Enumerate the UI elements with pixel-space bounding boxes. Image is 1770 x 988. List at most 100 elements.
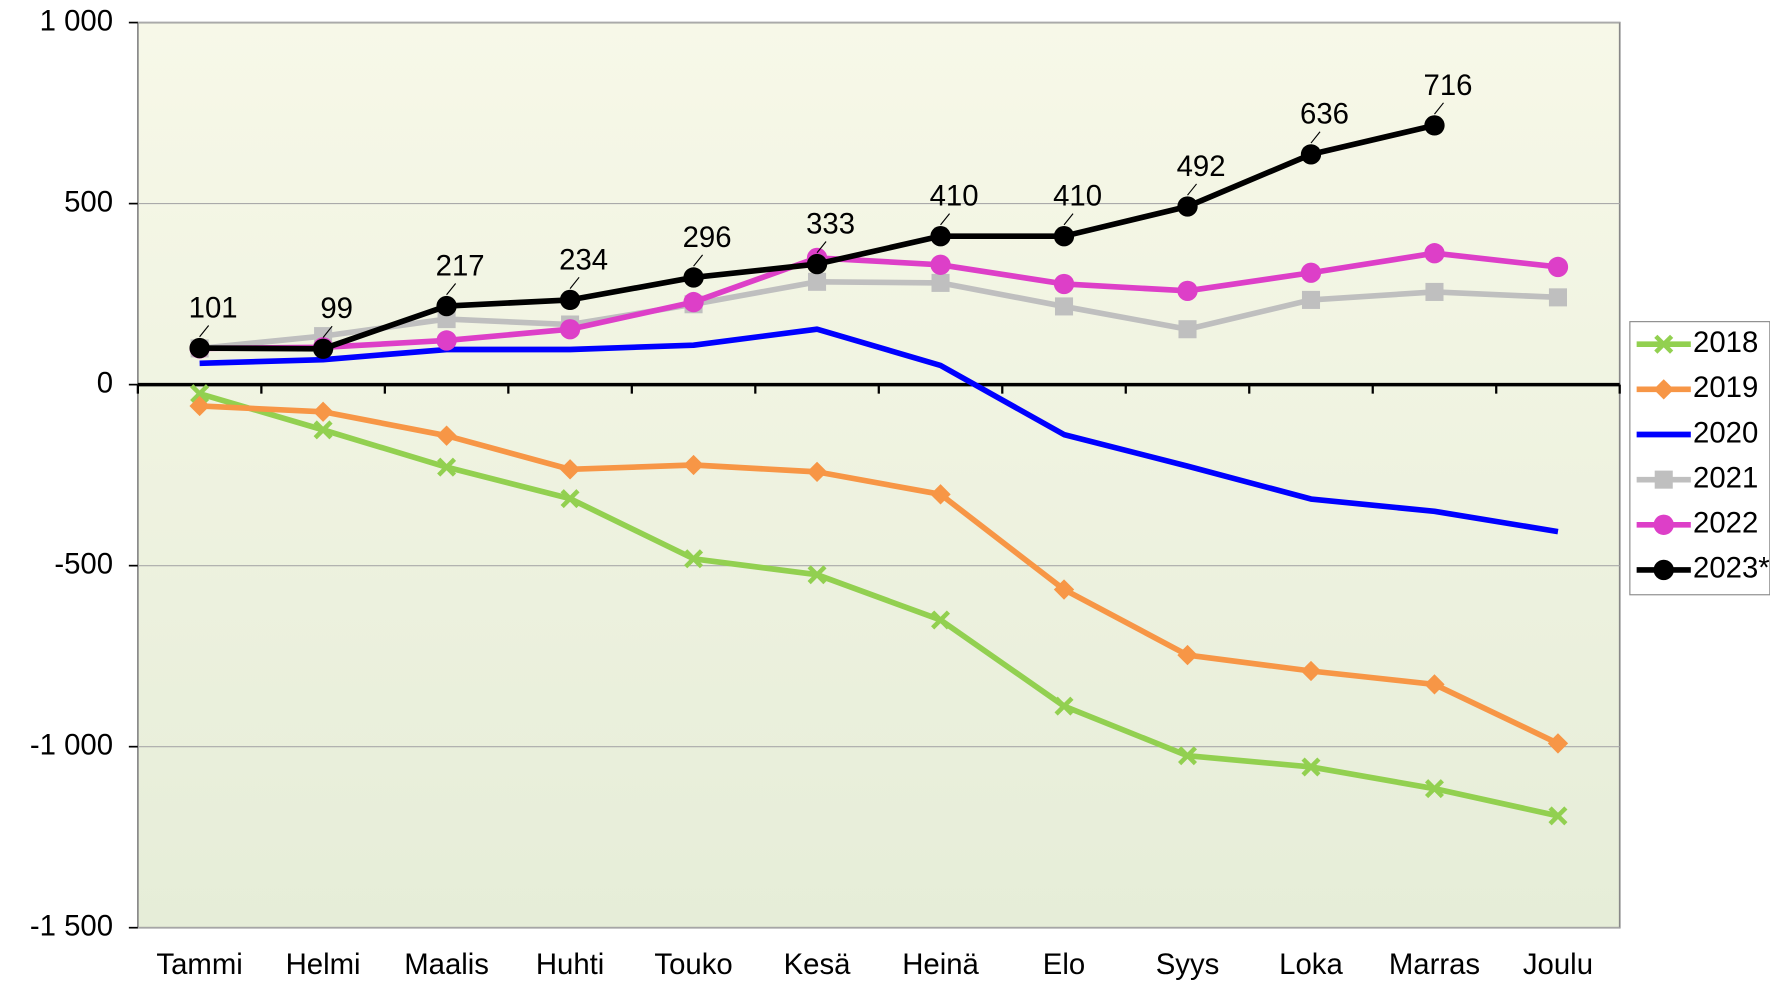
data-label: 217 — [436, 249, 485, 282]
y-tick-label: 1 000 — [40, 4, 113, 37]
data-label: 636 — [1300, 98, 1349, 131]
x-tick-label: Kesä — [784, 948, 852, 981]
label-leader — [1310, 131, 1321, 144]
data-label: 410 — [930, 180, 979, 213]
point-marker — [1547, 733, 1569, 754]
legend-marker — [1653, 514, 1674, 535]
point-marker — [189, 337, 210, 359]
point-marker — [1053, 273, 1075, 295]
y-tick-label: -500 — [54, 547, 113, 580]
legend-label: 2019 — [1693, 371, 1758, 404]
x-tick-label: Syys — [1156, 948, 1220, 981]
point-marker — [1054, 696, 1074, 716]
point-marker — [436, 425, 457, 446]
point-marker — [559, 319, 581, 340]
point-marker — [1300, 262, 1322, 283]
legend-label: 2022 — [1693, 507, 1758, 540]
point-marker — [1054, 297, 1074, 316]
point-marker — [560, 489, 580, 509]
point-marker — [1425, 282, 1444, 301]
point-marker — [807, 565, 827, 585]
point-marker — [684, 549, 704, 569]
point-marker — [436, 295, 457, 317]
label-leader — [1063, 213, 1074, 226]
data-label: 296 — [683, 221, 732, 254]
legend-label: 2020 — [1693, 416, 1758, 449]
x-tick-label: Elo — [1043, 948, 1085, 981]
point-marker — [1424, 779, 1444, 799]
point-marker — [313, 420, 333, 440]
point-marker — [1301, 757, 1321, 777]
x-tick-label: Loka — [1279, 948, 1343, 981]
label-leader — [1434, 102, 1444, 115]
point-marker — [1178, 746, 1198, 766]
point-marker — [559, 289, 581, 311]
point-marker — [436, 330, 457, 351]
label-leader — [940, 213, 951, 226]
x-tick-label: Tammi — [156, 948, 242, 981]
x-tick-label: Marras — [1389, 948, 1480, 981]
point-marker — [312, 338, 334, 359]
series-line — [199, 403, 1560, 746]
label-leader — [1187, 183, 1197, 196]
point-marker — [1301, 290, 1321, 309]
label-leader — [693, 254, 704, 267]
point-marker — [1424, 243, 1445, 264]
data-label: 333 — [806, 207, 855, 240]
y-tick-label: 0 — [97, 366, 113, 399]
series-line — [198, 390, 1559, 819]
point-marker — [808, 272, 827, 291]
y-tick-label: -1 000 — [30, 728, 113, 761]
point-marker — [1177, 196, 1198, 217]
point-marker — [931, 273, 950, 292]
legend-label: 2021 — [1693, 461, 1758, 494]
legend-marker — [1654, 334, 1674, 354]
data-label: 99 — [320, 292, 353, 325]
point-marker — [190, 384, 210, 404]
x-tick-label: Heinä — [902, 948, 979, 981]
point-marker — [1548, 806, 1568, 826]
series-line — [199, 250, 1559, 352]
point-marker — [1178, 320, 1197, 339]
point-marker — [1548, 288, 1567, 307]
series-line — [199, 278, 1559, 352]
label-leader — [199, 325, 210, 338]
point-marker — [683, 267, 704, 288]
point-marker — [930, 254, 951, 275]
point-marker — [1424, 115, 1445, 136]
legend-marker — [1653, 559, 1674, 581]
point-marker — [930, 226, 951, 247]
data-label: 101 — [189, 291, 238, 324]
point-marker — [931, 610, 951, 630]
data-label: 234 — [559, 243, 608, 276]
x-tick-label: Joulu — [1523, 948, 1593, 981]
point-marker — [1300, 144, 1322, 165]
x-tick-label: Helmi — [286, 948, 361, 981]
point-marker — [1177, 644, 1198, 666]
point-marker — [806, 253, 828, 275]
label-leader — [322, 325, 333, 338]
point-marker — [189, 395, 210, 417]
legend-label: 2023* — [1693, 552, 1770, 585]
label-leader — [816, 241, 827, 254]
legend-marker — [1654, 470, 1673, 489]
x-tick-label: Huhti — [536, 948, 604, 981]
plot-area — [137, 21, 1621, 929]
label-leader — [569, 276, 580, 289]
legend-box — [1629, 321, 1770, 596]
data-label: 716 — [1424, 69, 1473, 102]
x-tick-label: Touko — [654, 948, 732, 981]
point-marker — [1547, 256, 1569, 278]
x-tick-label: Maalis — [404, 948, 489, 981]
point-marker — [312, 401, 334, 422]
point-marker — [683, 291, 704, 313]
label-leader — [446, 283, 457, 296]
point-marker — [1053, 226, 1075, 247]
point-marker — [1424, 674, 1445, 695]
data-label: 492 — [1177, 150, 1226, 183]
y-tick-label: -1 500 — [30, 909, 113, 942]
point-marker — [1177, 280, 1198, 302]
y-tick-label: 500 — [64, 185, 113, 218]
point-marker — [437, 457, 457, 477]
